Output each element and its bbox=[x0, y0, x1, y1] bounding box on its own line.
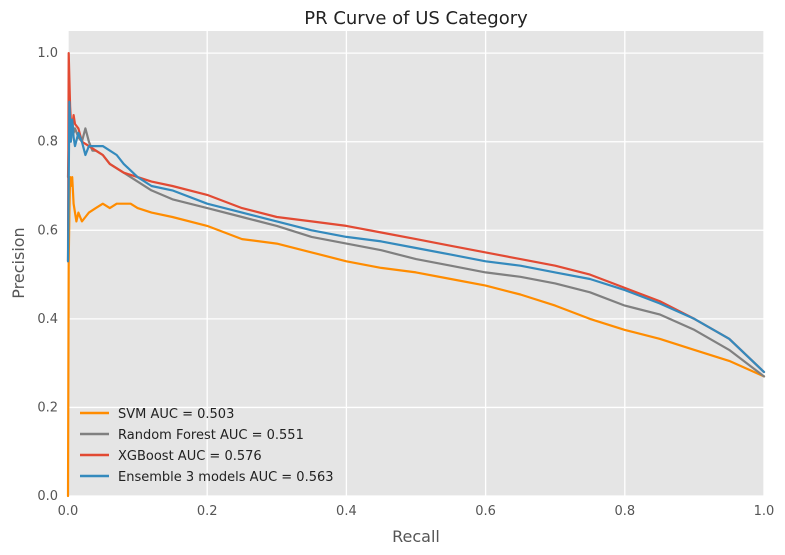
plot-area bbox=[68, 31, 764, 496]
legend-label: Random Forest AUC = 0.551 bbox=[118, 428, 304, 443]
legend-label: SVM AUC = 0.503 bbox=[118, 407, 234, 422]
legend: SVM AUC = 0.503 Random Forest AUC = 0.551… bbox=[80, 407, 334, 485]
series-layer bbox=[66, 51, 766, 498]
y-axis-label: Precision bbox=[9, 227, 28, 298]
y-tick-label: 0.2 bbox=[37, 400, 58, 415]
legend-label: Ensemble 3 models AUC = 0.563 bbox=[118, 470, 334, 485]
y-tick-label: 0.4 bbox=[37, 312, 58, 327]
legend-label: XGBoost AUC = 0.576 bbox=[118, 449, 262, 464]
chart-title: PR Curve of US Category bbox=[304, 8, 528, 29]
x-tick-label: 0.4 bbox=[336, 504, 357, 519]
y-tick-labels: 0.0 0.2 0.4 0.6 0.8 1.0 bbox=[37, 46, 58, 504]
grid-lines bbox=[67, 31, 765, 497]
x-tick-label: 0.8 bbox=[614, 504, 635, 519]
x-tick-labels: 0.0 0.2 0.4 0.6 0.8 1.0 bbox=[58, 504, 775, 519]
x-tick-label: 0.2 bbox=[197, 504, 218, 519]
series-line-3 bbox=[66, 51, 766, 374]
series-line-1 bbox=[66, 176, 766, 498]
y-tick-label: 0.8 bbox=[37, 135, 58, 150]
x-tick-label: 1.0 bbox=[754, 504, 775, 519]
y-tick-label: 1.0 bbox=[37, 46, 58, 61]
x-tick-label: 0.0 bbox=[58, 504, 79, 519]
x-axis-label: Recall bbox=[392, 527, 440, 546]
y-tick-label: 0.6 bbox=[37, 223, 58, 238]
series-line-4 bbox=[66, 100, 766, 374]
y-tick-label: 0.0 bbox=[37, 489, 58, 504]
x-tick-label: 0.6 bbox=[475, 504, 496, 519]
